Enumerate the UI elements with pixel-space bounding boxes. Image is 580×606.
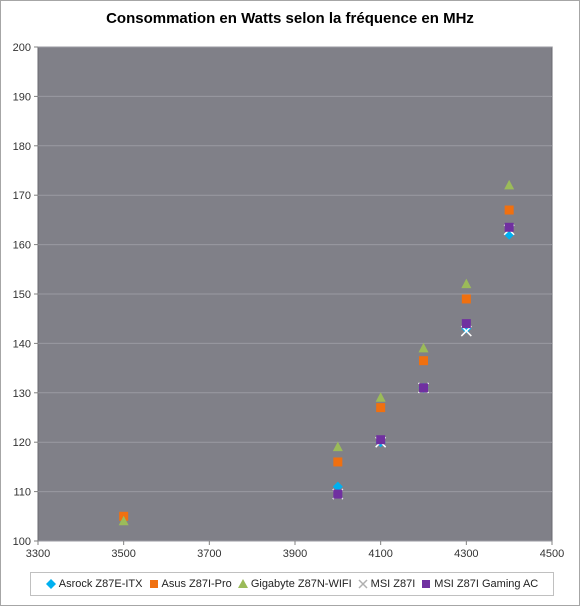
data-point-series-5	[504, 222, 514, 232]
legend-marker-x-icon	[358, 579, 368, 589]
data-point-series-5	[376, 435, 386, 445]
data-point-series-3	[504, 179, 515, 190]
legend-item-5: MSI Z87I Gaming AC	[421, 578, 538, 590]
x-tick-label: 3700	[197, 548, 221, 560]
legend-marker-square-icon	[149, 580, 158, 588]
data-point-series-2	[376, 403, 386, 413]
legend-label: Asus Z87I-Pro	[161, 578, 232, 590]
x-tick-label: 3500	[111, 548, 135, 560]
data-point-series-5	[461, 319, 471, 329]
x-tick-label: 3300	[26, 548, 50, 560]
y-tick-label: 120	[13, 437, 31, 449]
x-tick-label: 4100	[368, 548, 392, 560]
x-tick-label: 3900	[283, 548, 307, 560]
legend-label: Gigabyte Z87N-WIFI	[250, 578, 352, 590]
legend-label: MSI Z87I	[370, 578, 416, 590]
x-tick-label: 4500	[540, 548, 564, 560]
legend-label: Asrock Z87E-ITX	[58, 578, 143, 590]
data-point-series-3	[375, 392, 386, 402]
legend-marker-square-icon	[422, 580, 431, 588]
y-tick-label: 140	[13, 338, 31, 350]
y-tick-label: 160	[13, 240, 31, 252]
legend-item-1: Asrock Z87E-ITX	[45, 578, 143, 590]
y-tick-label: 170	[13, 190, 31, 202]
legend-label: MSI Z87I Gaming AC	[434, 578, 539, 590]
y-tick-label: 150	[13, 289, 31, 301]
data-point-series-3	[461, 278, 472, 289]
data-point-series-5	[333, 489, 343, 499]
y-tick-label: 180	[13, 141, 31, 153]
y-tick-label: 110	[13, 487, 31, 499]
legend-item-2: Asus Z87I-Pro	[149, 578, 232, 590]
data-point-series-2	[461, 294, 471, 304]
legend-marker-diamond-icon	[45, 579, 56, 589]
y-tick-label: 190	[13, 91, 31, 103]
chart-title: Consommation en Watts selon la fréquence…	[106, 10, 474, 27]
data-point-series-3	[118, 515, 129, 526]
y-tick-label: 200	[13, 42, 31, 54]
legend-item-4: MSI Z87I	[358, 578, 416, 590]
data-point-series-5	[419, 383, 428, 393]
y-tick-label: 130	[13, 388, 31, 400]
data-point-series-3	[418, 342, 429, 353]
x-tick-label: 4300	[454, 548, 478, 560]
y-tick-label: 100	[13, 536, 31, 548]
data-point-series-2	[504, 205, 514, 215]
data-point-series-2	[333, 457, 343, 467]
data-point-series-1	[332, 481, 343, 492]
chart-legend: Asrock Z87E-ITX Asus Z87I-Pro Gigabyte Z87…	[30, 572, 554, 596]
legend-item-3: Gigabyte Z87N-WIFI	[237, 578, 352, 590]
data-point-series-3	[332, 441, 343, 452]
legend-marker-triangle-icon	[237, 579, 248, 588]
data-point-series-2	[419, 356, 428, 366]
